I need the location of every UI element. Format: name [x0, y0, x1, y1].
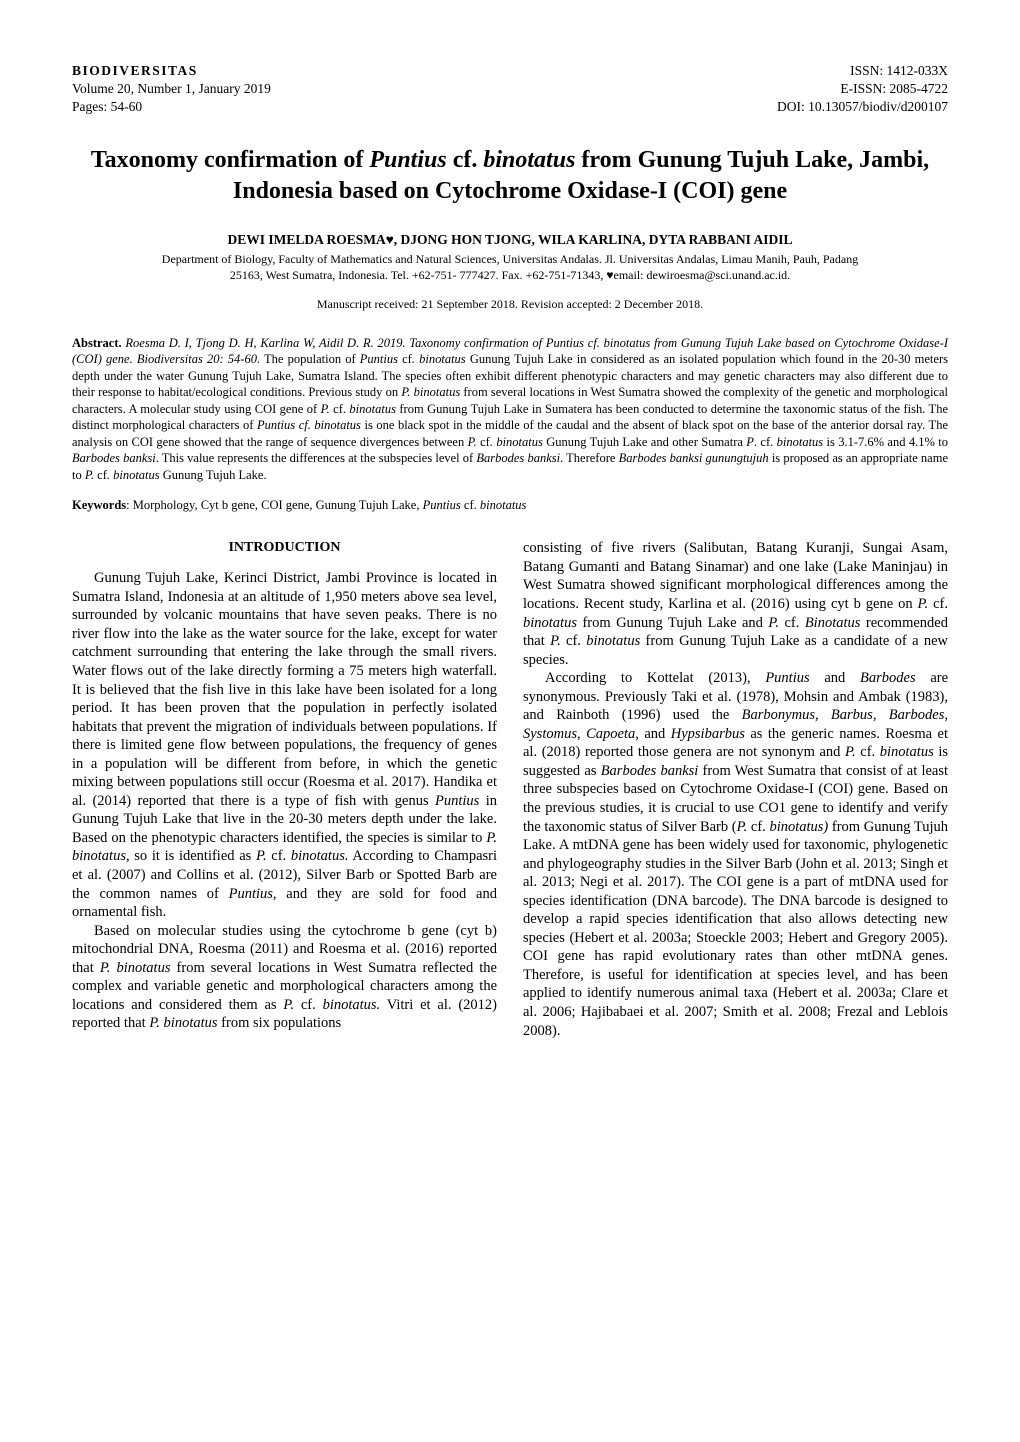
abstract-label: Abstract.: [72, 336, 122, 350]
article-title: Taxonomy confirmation of Puntius cf. bin…: [72, 145, 948, 207]
eissn: E-ISSN: 2085-4722: [777, 80, 948, 98]
intro-paragraph-1: Gunung Tujuh Lake, Kerinci District, Jam…: [72, 569, 497, 921]
page-header: BIODIVERSITAS Volume 20, Number 1, Janua…: [72, 62, 948, 117]
intro-paragraph-2: Based on molecular studies using the cyt…: [72, 922, 497, 1033]
intro-paragraph-4: According to Kottelat (2013), Puntius an…: [523, 669, 948, 1040]
section-heading-introduction: INTRODUCTION: [72, 539, 497, 557]
doi: DOI: 10.13057/biodiv/d200107: [777, 98, 948, 116]
keywords-block: Keywords: Morphology, Cyt b gene, COI ge…: [72, 497, 948, 513]
affiliation: Department of Biology, Faculty of Mathem…: [72, 252, 948, 283]
volume-line: Volume 20, Number 1, January 2019: [72, 80, 271, 98]
intro-paragraph-3: consisting of five rivers (Salibutan, Ba…: [523, 539, 948, 669]
keywords-text: : Morphology, Cyt b gene, COI gene, Gunu…: [126, 498, 526, 512]
header-left: BIODIVERSITAS Volume 20, Number 1, Janua…: [72, 62, 271, 117]
author-list: DEWI IMELDA ROESMA♥, DJONG HON TJONG, WI…: [72, 231, 948, 248]
journal-name: BIODIVERSITAS: [72, 62, 271, 80]
left-column: INTRODUCTION Gunung Tujuh Lake, Kerinci …: [72, 539, 497, 1040]
affiliation-line-2: 25163, West Sumatra, Indonesia. Tel. +62…: [230, 268, 790, 282]
abstract-block: Abstract. Roesma D. I, Tjong D. H, Karli…: [72, 335, 948, 484]
abstract-body: The population of Puntius cf. binotatus …: [72, 352, 948, 482]
body-columns: INTRODUCTION Gunung Tujuh Lake, Kerinci …: [72, 539, 948, 1040]
manuscript-dates: Manuscript received: 21 September 2018. …: [72, 297, 948, 312]
pages-line: Pages: 54-60: [72, 98, 271, 116]
header-right: ISSN: 1412-033X E-ISSN: 2085-4722 DOI: 1…: [777, 62, 948, 117]
issn: ISSN: 1412-033X: [777, 62, 948, 80]
affiliation-line-1: Department of Biology, Faculty of Mathem…: [162, 252, 858, 266]
right-column: consisting of five rivers (Salibutan, Ba…: [523, 539, 948, 1040]
keywords-label: Keywords: [72, 498, 126, 512]
